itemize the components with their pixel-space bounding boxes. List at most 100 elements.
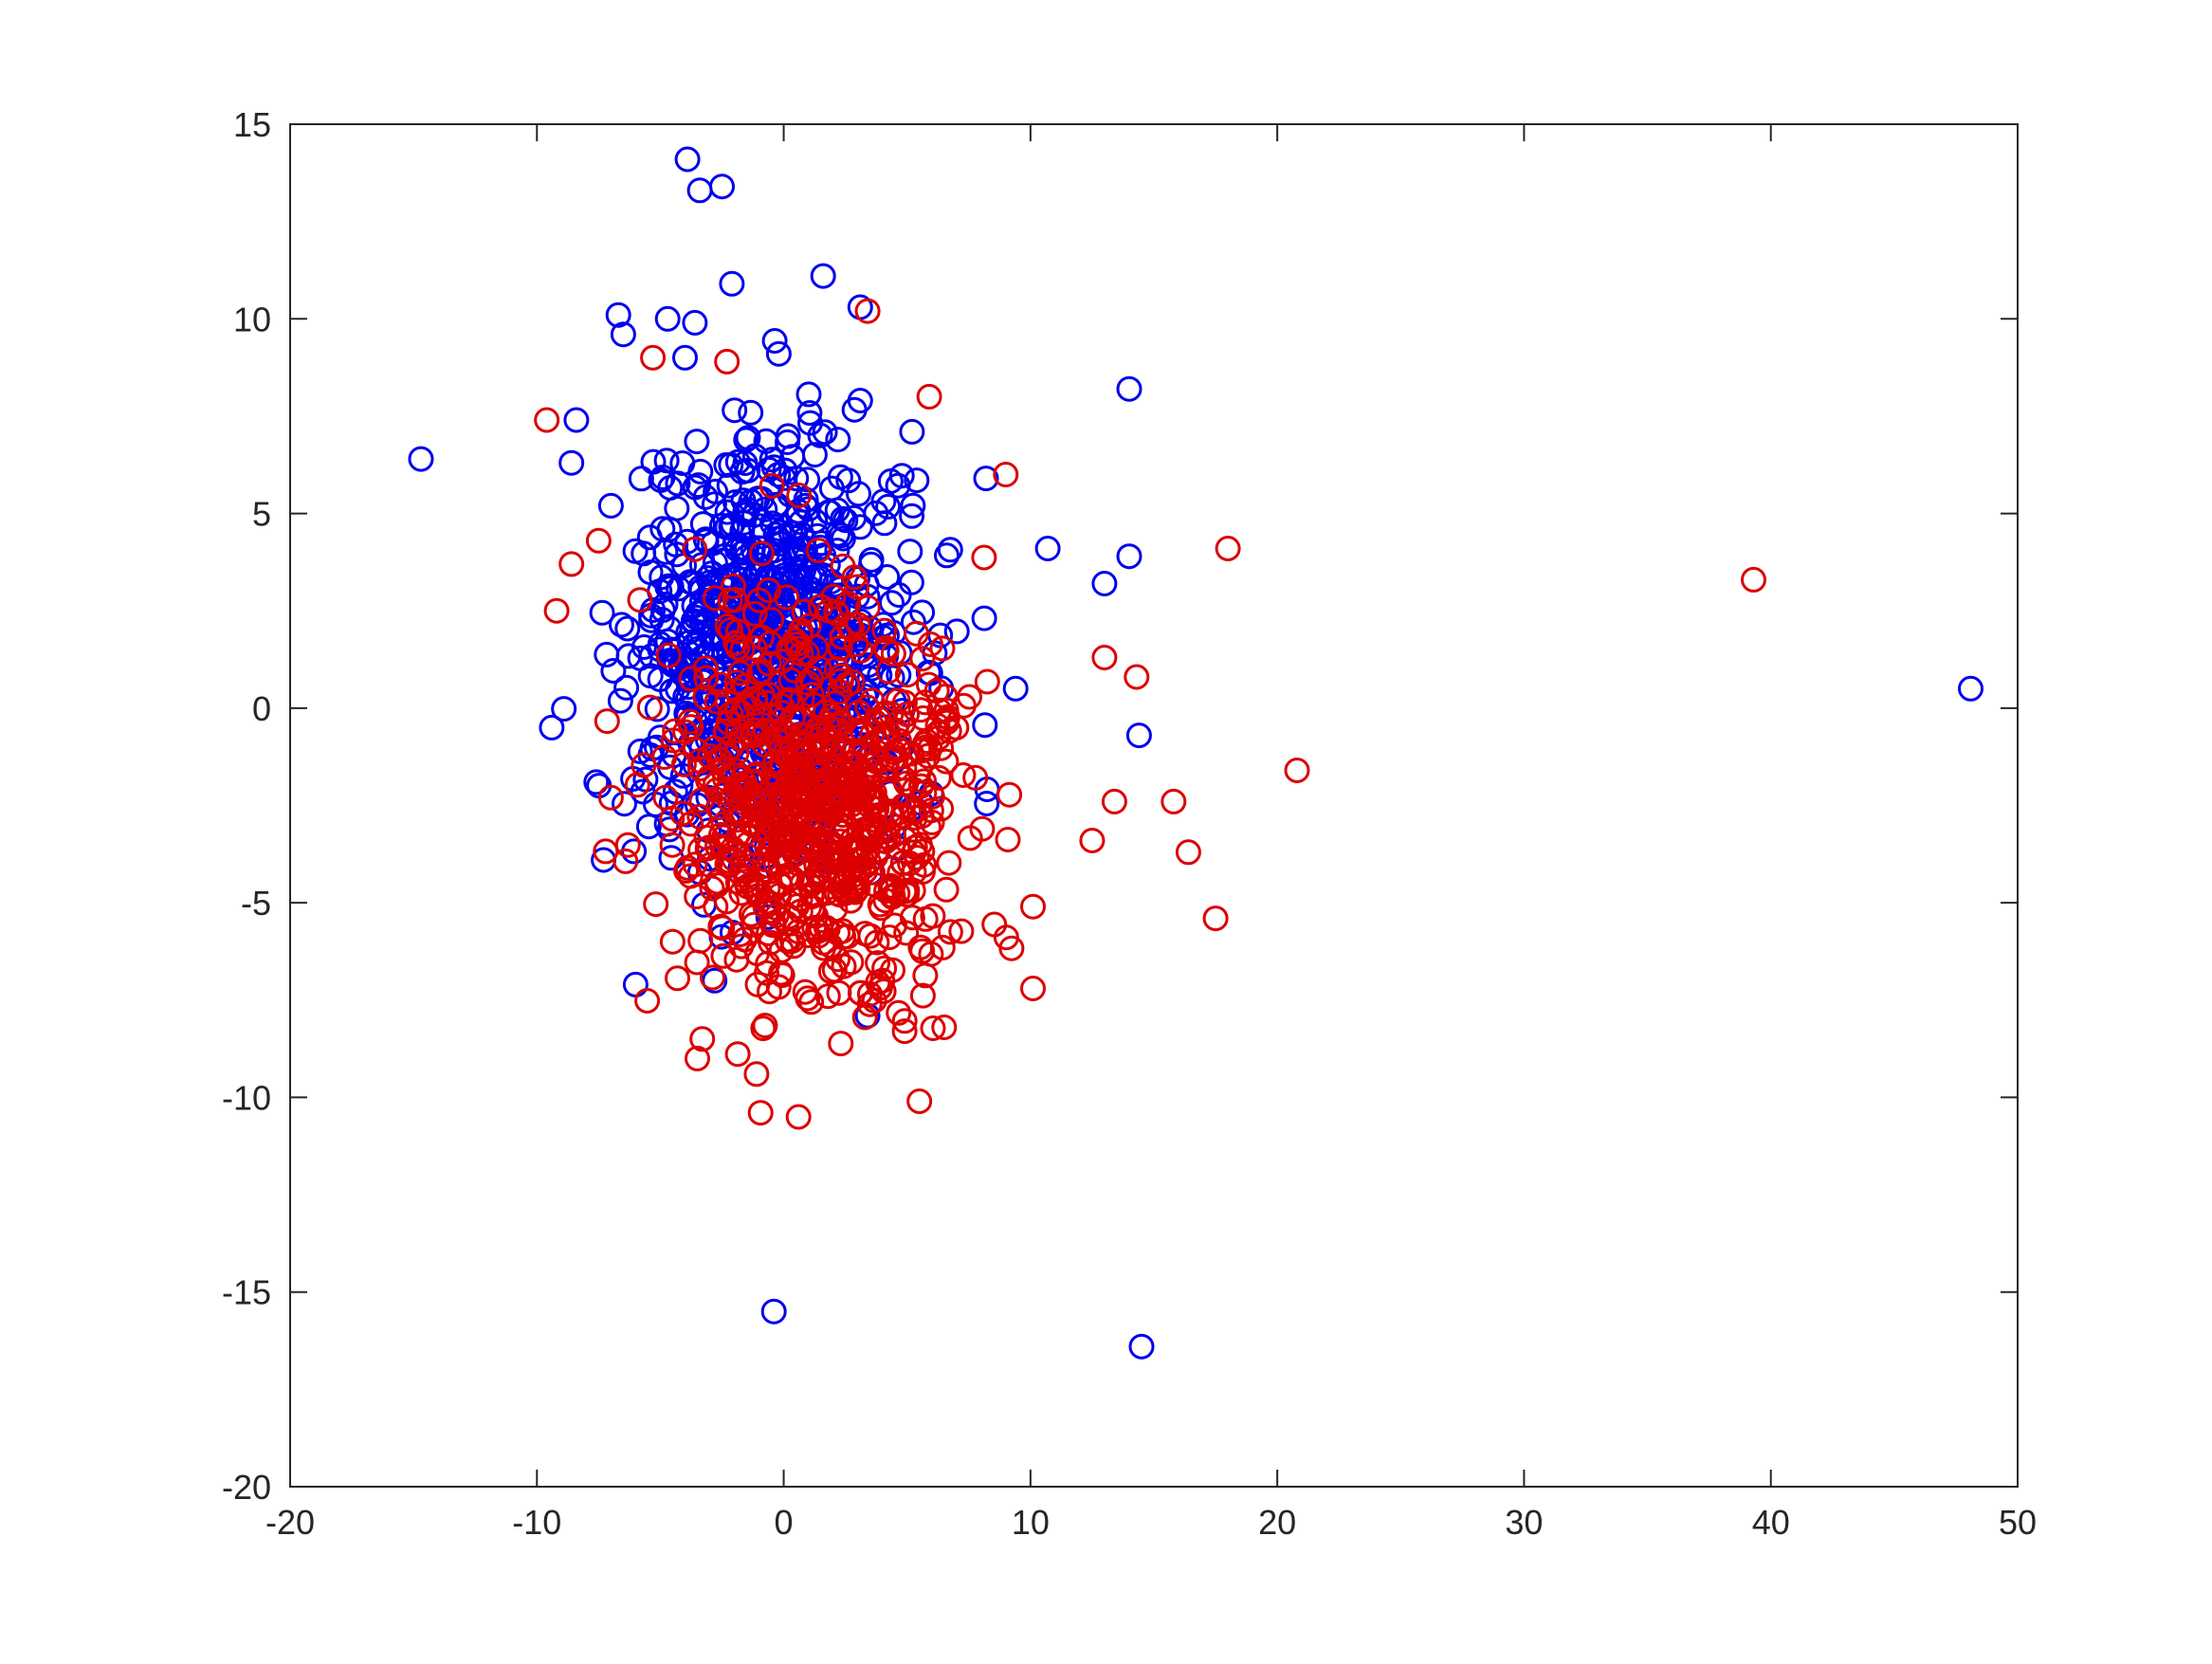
data-point (741, 763, 768, 789)
data-point (839, 668, 866, 695)
data-point (643, 891, 669, 918)
data-point (697, 743, 723, 769)
data-point (719, 270, 745, 297)
data-point (724, 1041, 751, 1068)
data-point (890, 793, 917, 819)
data-point (805, 538, 832, 564)
x-tick-label: -10 (512, 1503, 561, 1542)
data-point (819, 787, 846, 814)
data-point (692, 655, 719, 682)
data-point (880, 640, 906, 667)
data-point (589, 599, 615, 626)
data-point (729, 518, 756, 544)
data-point (943, 714, 970, 741)
data-point (937, 919, 963, 945)
data-point (962, 764, 989, 791)
data-point (847, 388, 873, 413)
data-point (653, 448, 680, 474)
data-point (778, 865, 805, 891)
data-point (909, 599, 936, 626)
data-point (800, 827, 827, 853)
data-point (614, 832, 641, 858)
data-point (597, 492, 624, 519)
data-point (631, 634, 657, 660)
data-point (780, 933, 807, 960)
data-point (910, 704, 937, 731)
data-point (909, 646, 936, 672)
data-point (841, 504, 868, 531)
data-point (974, 791, 1000, 816)
data-point (885, 687, 911, 714)
data-point (791, 598, 817, 625)
data-point (902, 834, 928, 861)
data-point (543, 597, 570, 624)
data-point (1091, 645, 1118, 670)
data-point (747, 1100, 774, 1126)
data-point (829, 847, 855, 873)
data-point (933, 748, 960, 775)
data-point (1116, 375, 1143, 402)
y-tick-label: 15 (233, 105, 271, 144)
data-point (1958, 675, 1983, 702)
x-tick-label: -20 (265, 1503, 315, 1542)
data-point (674, 146, 701, 173)
data-point (972, 712, 998, 739)
data-point (714, 740, 740, 766)
data-point (835, 591, 862, 616)
data-point (871, 617, 898, 644)
data-point (665, 470, 691, 497)
data-point (928, 795, 955, 822)
data-point (771, 843, 797, 869)
data-point (700, 964, 725, 991)
data-point (724, 634, 751, 661)
data-point (722, 397, 748, 424)
data-point (894, 662, 921, 688)
data-point (929, 635, 956, 662)
data-point (558, 551, 585, 577)
data-point (832, 813, 859, 839)
data-point (1161, 788, 1187, 814)
data-point (897, 539, 923, 565)
data-point (969, 815, 996, 842)
data-point (793, 762, 819, 789)
data-point (843, 631, 869, 658)
data-point (879, 590, 905, 616)
data-point (624, 772, 650, 798)
data-point (916, 383, 942, 410)
data-point (718, 616, 743, 643)
data-point (614, 615, 641, 642)
data-point (763, 818, 789, 845)
data-point (727, 922, 754, 947)
data-point (408, 446, 434, 472)
data-point (710, 942, 737, 969)
data-point (689, 511, 716, 538)
data-point (853, 632, 880, 659)
data-point (846, 481, 871, 507)
data-point (752, 1013, 778, 1039)
data-point (729, 700, 756, 726)
data-point (796, 400, 823, 426)
data-point (701, 622, 727, 649)
data-point (723, 946, 750, 973)
data-point (638, 607, 665, 633)
data-point (761, 328, 788, 354)
data-point (900, 492, 926, 519)
data-point (649, 564, 675, 591)
axes-box (289, 123, 2019, 1488)
data-point (849, 847, 875, 873)
data-point (824, 538, 850, 564)
data-point (652, 539, 679, 565)
data-point (750, 1015, 777, 1042)
x-tick-label: 50 (1999, 1503, 2037, 1542)
data-point (647, 666, 673, 692)
data-point (981, 911, 1008, 938)
data-point (651, 743, 678, 770)
data-point (759, 510, 785, 537)
data-point (801, 442, 828, 468)
data-point (682, 536, 708, 562)
data-point (768, 736, 795, 762)
data-point (759, 472, 785, 499)
data-point (765, 340, 792, 367)
data-point (971, 605, 997, 631)
